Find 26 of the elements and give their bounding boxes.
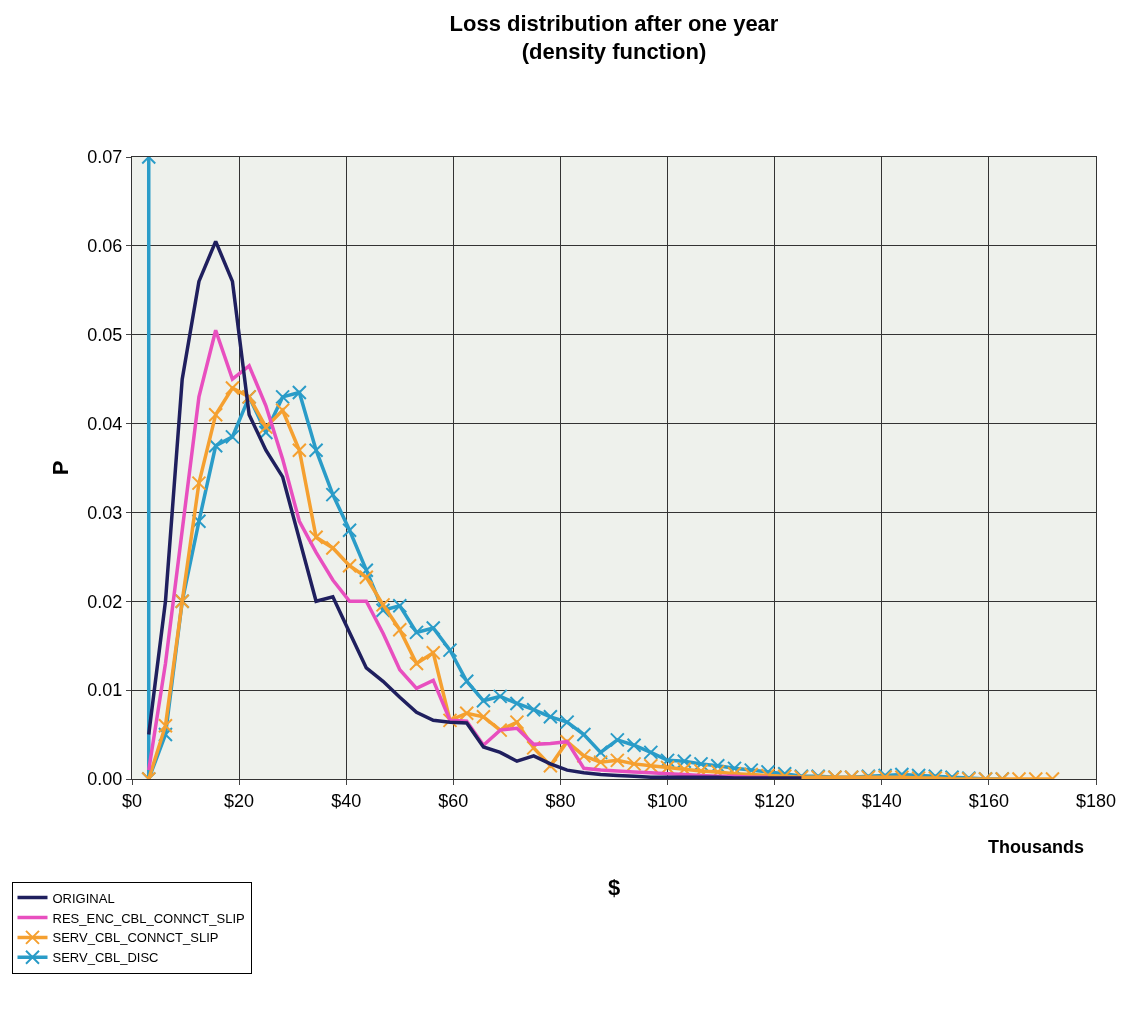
legend-label: ORIGINAL <box>52 890 115 906</box>
y-tick-label: 0.01 <box>87 680 123 701</box>
y-tick-label: 0.05 <box>87 325 123 346</box>
y-tick-label: 0.04 <box>87 413 123 434</box>
y-tick-label: 0.03 <box>87 502 123 523</box>
x-axis-title: $ <box>607 875 621 901</box>
legend-label: SERV_CBL_DISC <box>52 950 159 966</box>
x-tick-label: $180 <box>1075 790 1117 811</box>
legend-label: RES_ENC_CBL_CONNCT_SLIP <box>52 910 245 926</box>
x-tick-label: $120 <box>754 790 795 811</box>
x-tick-label: $140 <box>861 790 902 811</box>
y-tick-label: 0.00 <box>87 769 123 790</box>
x-tick-label: $20 <box>224 790 255 811</box>
chart-title: Loss distribution after one year (density function) <box>449 10 779 65</box>
x-tick-label: $80 <box>545 790 576 811</box>
x-tick-label: $60 <box>438 790 469 811</box>
y-tick-label: 0.06 <box>87 236 123 257</box>
legend-label: SERV_CBL_CONNCT_SLIP <box>52 930 219 946</box>
text: Thousands <box>988 837 1085 857</box>
x-tick-label: $100 <box>647 790 688 811</box>
y-tick-label: 0.07 <box>87 147 123 168</box>
y-axis-title: P <box>48 460 74 476</box>
x-tick-label: $160 <box>968 790 1009 811</box>
y-tick-label: 0.02 <box>87 591 123 612</box>
x-tick-label: $40 <box>331 790 362 811</box>
x-tick-label: $0 <box>121 790 143 811</box>
